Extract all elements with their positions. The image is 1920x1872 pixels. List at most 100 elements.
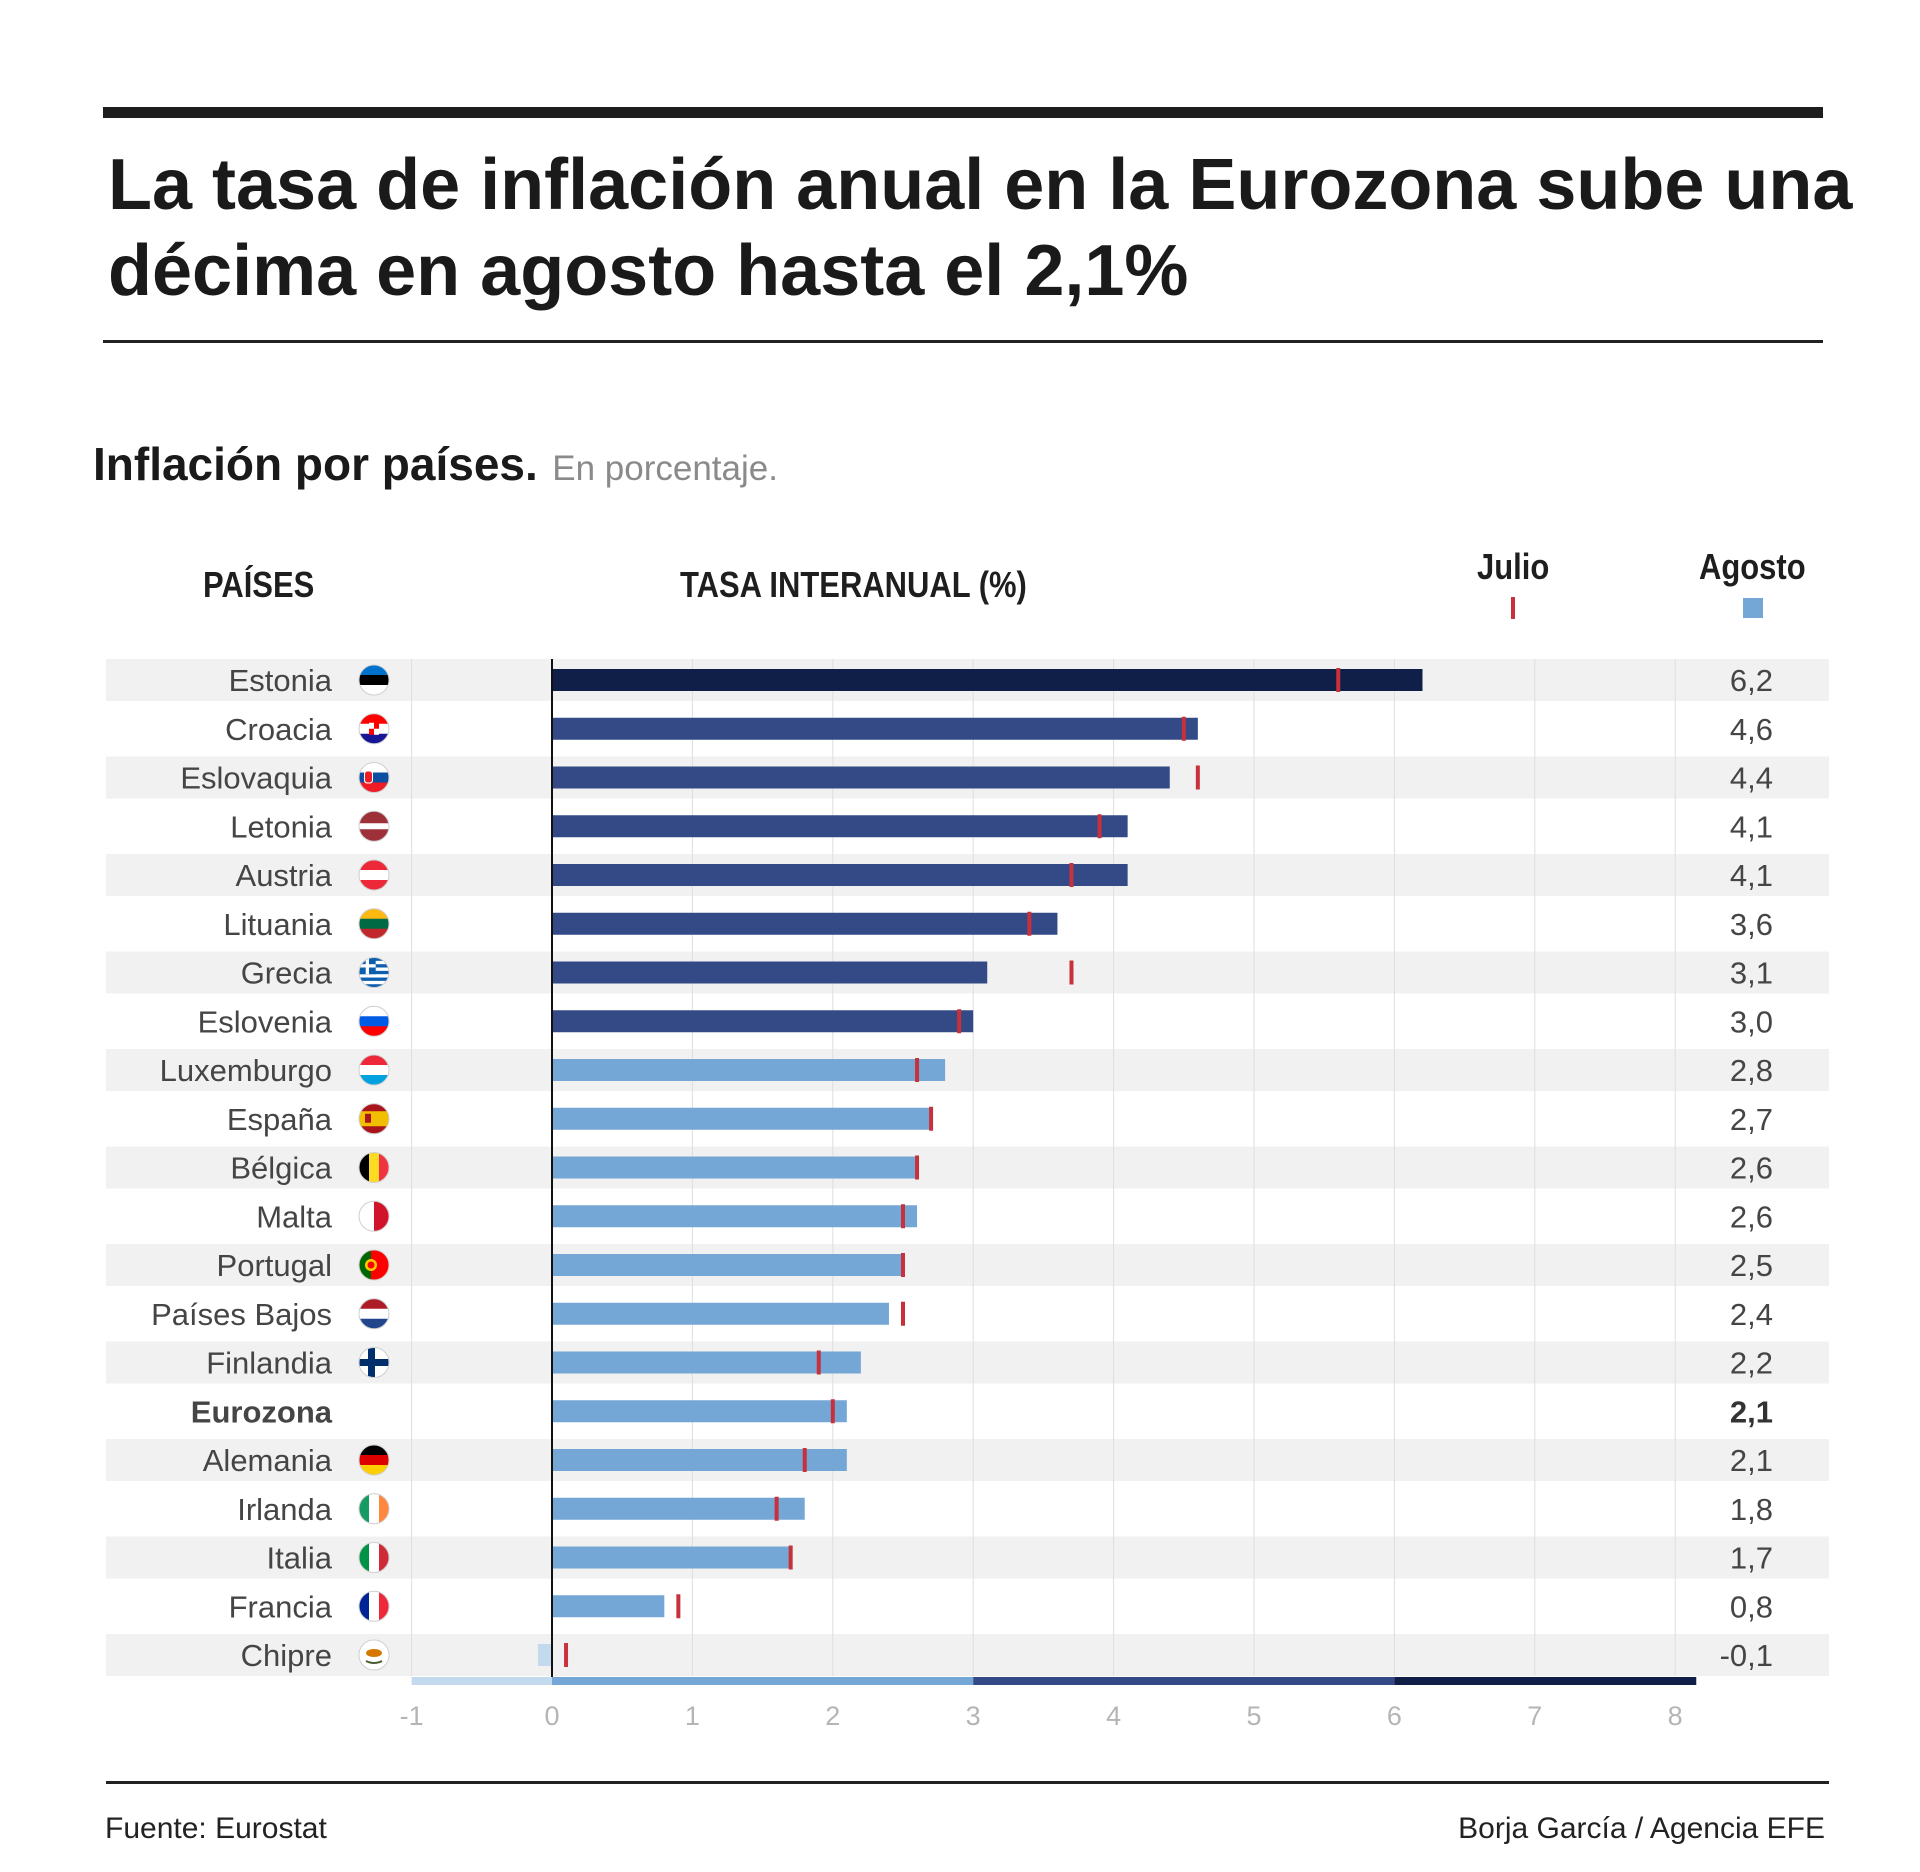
country-label: Letonia — [230, 809, 332, 844]
value-label: 3,1 — [1730, 956, 1773, 991]
bar-august — [537, 1644, 552, 1666]
flag-luxembourg-icon — [358, 1054, 390, 1086]
row-stripe — [106, 1049, 1829, 1091]
flag-netherlands-icon — [358, 1298, 390, 1330]
bar-august — [552, 717, 1198, 740]
top-rule — [103, 107, 1823, 118]
country-label: Chipre — [241, 1638, 332, 1673]
value-label: 2,5 — [1730, 1248, 1773, 1283]
bar-august — [552, 1156, 918, 1179]
flag-estonia-icon — [358, 664, 390, 696]
bar-august — [552, 912, 1058, 935]
flag-greece-icon — [358, 957, 390, 988]
title-rule — [103, 340, 1823, 343]
country-label: Luxemburgo — [160, 1053, 332, 1088]
bar-august — [552, 1059, 946, 1081]
x-tick-label: 1 — [685, 1701, 700, 1731]
bar-august — [552, 864, 1128, 886]
country-label: Alemania — [203, 1443, 333, 1478]
bar-august — [552, 1107, 932, 1130]
flag-ireland-icon — [358, 1493, 390, 1525]
marker-july — [1336, 668, 1341, 692]
bar-august — [552, 1595, 665, 1618]
value-label: 4,1 — [1730, 809, 1773, 844]
country-label: Austria — [236, 858, 333, 893]
x-tick-label: 3 — [966, 1701, 981, 1731]
country-label: Eslovenia — [198, 1004, 333, 1039]
legend-july-marker — [1511, 597, 1515, 619]
marker-july — [1027, 911, 1032, 936]
row-stripe — [106, 1536, 1829, 1579]
country-label: Eurozona — [191, 1394, 333, 1429]
scale-band — [973, 1677, 1395, 1685]
flag-lithuania-icon — [358, 908, 390, 940]
value-label: 1,7 — [1730, 1541, 1773, 1576]
country-label: Francia — [229, 1589, 333, 1624]
header-countries: PAÍSES — [203, 564, 315, 605]
marker-july — [1069, 960, 1074, 985]
bar-august — [552, 1254, 903, 1276]
marker-july — [901, 1253, 905, 1277]
footer-credit: Borja García / Agencia EFE — [1458, 1812, 1825, 1845]
x-tick-label: 8 — [1668, 1701, 1683, 1731]
bottom-rule — [106, 1781, 1829, 1784]
marker-july — [830, 1399, 835, 1424]
x-tick-label: 6 — [1387, 1701, 1402, 1731]
legend-august-label: Agosto — [1699, 546, 1806, 587]
value-label: 2,2 — [1730, 1346, 1773, 1381]
bar-august — [552, 1351, 861, 1374]
row-stripe — [106, 1439, 1829, 1481]
marker-july — [915, 1058, 920, 1082]
value-label: 6,2 — [1730, 663, 1773, 698]
legend-august-swatch — [1743, 598, 1763, 618]
flag-germany-icon — [358, 1444, 390, 1476]
value-label: 2,6 — [1730, 1151, 1773, 1186]
x-tick-label: -1 — [400, 1701, 424, 1731]
header-rate: TASA INTERANUAL (%) — [680, 564, 1027, 605]
flag-austria-icon — [358, 859, 390, 891]
bar-august — [552, 669, 1423, 691]
x-tick-label: 2 — [825, 1701, 840, 1731]
bar-august — [552, 1546, 791, 1569]
value-label: 2,8 — [1730, 1053, 1773, 1088]
country-label: Eslovaquia — [180, 761, 332, 796]
row-stripe — [106, 1341, 1829, 1384]
subtitle-unit: En porcentaje. — [552, 449, 778, 488]
country-label: Estonia — [229, 663, 333, 698]
value-label: 4,4 — [1730, 761, 1773, 796]
bar-august — [552, 1497, 805, 1520]
country-label: Países Bajos — [151, 1297, 332, 1332]
marker-july — [564, 1643, 569, 1667]
value-label: 0,8 — [1730, 1589, 1773, 1624]
country-label: Malta — [256, 1199, 333, 1234]
legend-july-label: Julio — [1477, 546, 1550, 587]
country-label: Irlanda — [237, 1492, 333, 1527]
marker-july — [1195, 765, 1200, 790]
flag-slovakia-icon — [358, 762, 390, 793]
x-tick-label: 7 — [1527, 1701, 1542, 1731]
flag-spain-icon — [358, 1103, 390, 1135]
flag-portugal-icon — [358, 1249, 390, 1281]
country-label: Portugal — [217, 1248, 332, 1283]
value-label: 3,6 — [1730, 907, 1773, 942]
scale-band — [552, 1677, 974, 1685]
country-label: Finlandia — [206, 1346, 333, 1381]
marker-july — [676, 1594, 681, 1619]
x-tick-label: 4 — [1106, 1701, 1121, 1731]
flag-cyprus-icon — [358, 1639, 390, 1671]
x-tick-label: 5 — [1246, 1701, 1261, 1731]
flag-finland-icon — [358, 1347, 390, 1378]
country-label: Bélgica — [230, 1151, 332, 1186]
value-label: 4,6 — [1730, 712, 1773, 747]
row-stripe — [106, 1634, 1829, 1676]
marker-july — [1097, 814, 1102, 839]
marker-july — [915, 1155, 920, 1180]
marker-july — [901, 1301, 905, 1326]
row-stripe — [106, 1244, 1829, 1286]
marker-july — [929, 1106, 934, 1131]
marker-july — [788, 1545, 793, 1570]
marker-july — [901, 1204, 905, 1229]
value-label: 2,1 — [1730, 1394, 1773, 1429]
chart-subtitle: Inflación por países. En porcentaje. — [93, 437, 778, 491]
country-label: España — [227, 1102, 333, 1137]
